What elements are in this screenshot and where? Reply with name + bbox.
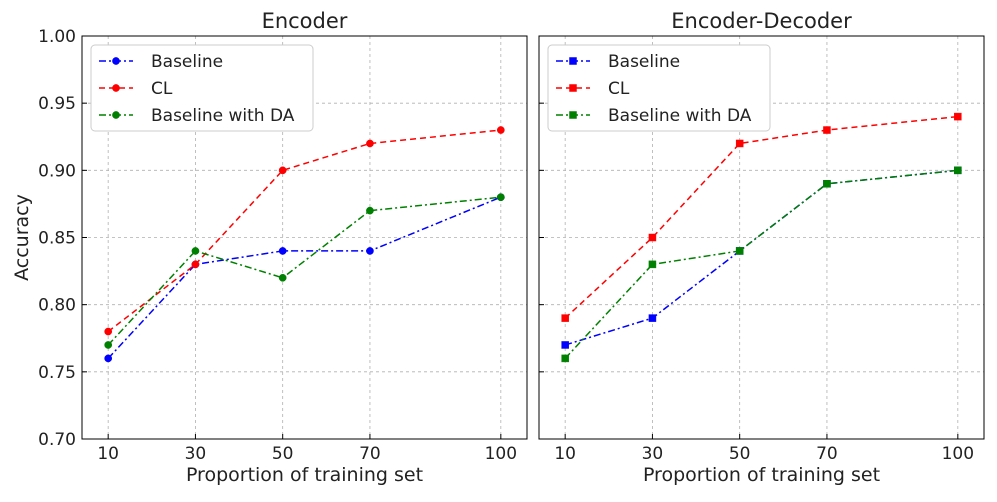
panel-1-series-1-line — [107, 129, 501, 333]
panel-1-series-1-point-3 — [366, 139, 374, 148]
panel-2-series-1-point-0 — [561, 314, 569, 322]
panel-2-series-2-point-0 — [561, 354, 569, 363]
panel-1-series-0-point-2 — [278, 247, 287, 255]
panel-1-legend-marker-0 — [112, 57, 120, 65]
panel-1-series-2-point-1 — [191, 247, 200, 255]
panel-1-series-1-point-0 — [104, 327, 113, 336]
panel-1-ytick-label-3: 0.85 — [38, 229, 76, 249]
panel-2-series-2-point-1 — [648, 260, 657, 269]
panel-2-series-0-point-1 — [648, 314, 657, 322]
panel-2-xtick-label-4: 100 — [942, 444, 974, 464]
panel-2-series-2-point-3 — [823, 180, 831, 188]
panel-2-series-2-point-4 — [954, 166, 962, 175]
panel-1-series-2-point-2 — [278, 273, 287, 282]
panel-1-series-1-point-2 — [278, 166, 287, 175]
panel-1-legend-label-1: CL — [151, 79, 173, 99]
panel-2-series-1 — [561, 112, 962, 322]
panel-2-series-0-line — [564, 169, 958, 346]
panel-1-ytick-label-2: 0.80 — [38, 296, 76, 316]
panel-2-series-0-point-0 — [561, 341, 569, 349]
panel-2-legend-box — [547, 44, 771, 132]
panel-1-ylabel: Accuracy — [11, 194, 33, 281]
panel-2-series-1-point-3 — [823, 126, 831, 134]
panel-1-xtick-label-4: 100 — [485, 444, 517, 464]
panel-2-legend-label-2: Baseline with DA — [608, 106, 752, 126]
panel-2-legend: Baseline CL Baseline with DA — [547, 44, 771, 132]
panel-1-series-0-line — [107, 196, 502, 359]
panel-2-xlabel: Proportion of training set — [643, 464, 880, 486]
panel-1-series-2-point-0 — [104, 341, 113, 349]
panel-2-legend-label-1: CL — [608, 79, 630, 99]
panel-1-legend-label-2: Baseline with DA — [151, 106, 295, 126]
panel-1-series-2 — [104, 193, 505, 349]
panel-2-xtick-label-1: 30 — [642, 444, 664, 464]
panel-1-series-0 — [104, 193, 505, 363]
panel-1-xtick-label-3: 70 — [359, 444, 381, 464]
panel-1-legend-marker-2 — [112, 111, 120, 119]
panel-1-series-0-point-3 — [366, 247, 374, 255]
panel-1-legend: Baseline CL Baseline with DA — [90, 44, 314, 132]
panel-1-ytick-label-6: 1.00 — [38, 27, 76, 47]
panel-1-series-2-point-4 — [496, 193, 505, 202]
panel-2: 10 30 50 70 100 Encoder-Decoder Proportion of … — [538, 9, 985, 486]
panel-1-title: Encoder — [262, 9, 348, 33]
panel-1-series-1 — [104, 126, 505, 336]
panel-2-xtick-label-3: 70 — [816, 444, 838, 464]
panel-1-legend-marker-1 — [112, 84, 120, 92]
panel-2-legend-label-0: Baseline — [608, 52, 680, 72]
panel-1-series-2-line — [107, 196, 501, 346]
panel-1-xtick-label-1: 30 — [185, 444, 207, 464]
panel-1-ytick-label-4: 0.90 — [38, 161, 76, 181]
panel-2-series-1-point-2 — [735, 139, 744, 148]
panel-1-xtick-label-2: 50 — [272, 444, 294, 464]
panel-1-series-1-point-4 — [496, 126, 505, 134]
panel-1-series-0-point-0 — [104, 354, 113, 363]
panel-2-series-1-point-4 — [954, 112, 962, 121]
panel-2-legend-marker-1 — [569, 84, 577, 92]
panel-1-legend-box — [90, 44, 314, 132]
panel-1-ytick-label-1: 0.75 — [38, 363, 76, 383]
panel-1-ytick-label-0: 0.70 — [38, 430, 76, 450]
panel-1-xlabel: Proportion of training set — [186, 464, 423, 486]
panel-2-series-2-line — [564, 169, 958, 359]
panel-1-series-1-point-1 — [191, 260, 200, 269]
panel-2-series-2-point-2 — [735, 247, 744, 255]
panel-2-series-2 — [561, 166, 962, 363]
panel-1-legend-label-0: Baseline — [151, 52, 223, 72]
panel-2-series-1-line — [564, 115, 958, 319]
panel-1-series-2-point-3 — [366, 206, 374, 215]
panel-1-ytick-label-5: 0.95 — [38, 94, 76, 114]
panel-2-series-0 — [561, 166, 962, 349]
panel-2-xtick-label-0: 10 — [554, 444, 576, 464]
panel-2-legend-marker-2 — [569, 111, 577, 119]
panel-2-title: Encoder-Decoder — [671, 9, 852, 33]
panel-1: 10 30 50 70 100 0.70 0.75 0.80 0.85 0.90 0.95 1.00 E… — [11, 9, 528, 486]
panel-2-series-1-point-1 — [648, 233, 657, 242]
panel-2-legend-marker-0 — [569, 57, 577, 65]
panel-2-xtick-label-2: 50 — [729, 444, 751, 464]
panel-1-xtick-label-0: 10 — [97, 444, 119, 464]
